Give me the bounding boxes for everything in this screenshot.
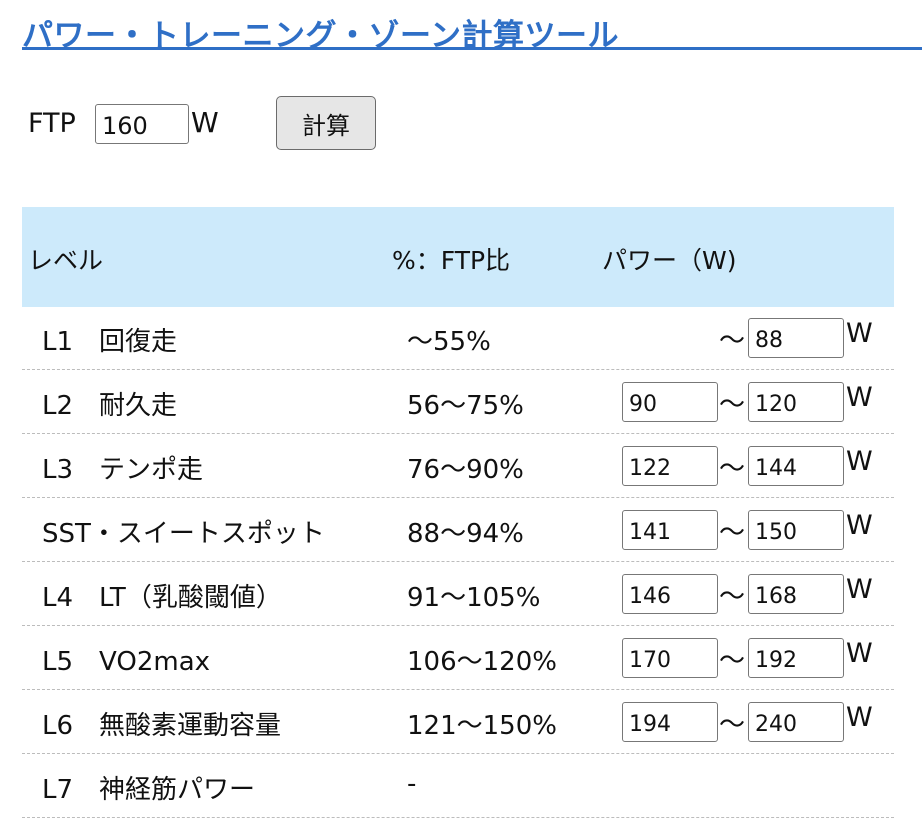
power-min-input[interactable]	[622, 702, 718, 742]
zone-ftp-percent: 106〜120%	[407, 647, 557, 677]
zone-table: レベル %：FTP比 パワー（W) L1 回復走〜55%〜WL2 耐久走56〜7…	[22, 207, 894, 819]
zone-ftp-percent: 56〜75%	[407, 391, 524, 421]
range-tilde: 〜	[719, 646, 746, 676]
zone-ftp-percent: 76〜90%	[407, 455, 524, 485]
page-title-bar: パワー・トレーニング・ゾーン計算ツール	[22, 4, 922, 54]
power-unit: W	[846, 702, 873, 733]
header-ftp-percent: %：FTP比	[392, 246, 511, 275]
range-tilde: 〜	[719, 326, 746, 356]
zone-ftp-percent: 88〜94%	[407, 519, 524, 549]
ftp-label: FTP	[28, 108, 76, 139]
power-unit: W	[846, 446, 873, 477]
zone-power-range: 〜W	[622, 316, 894, 360]
table-row: L7 神経筋パワー -	[22, 755, 894, 818]
zone-level-label: L4 LT（乳酸閾値）	[42, 583, 282, 613]
power-max-input[interactable]	[748, 382, 844, 422]
zone-ftp-percent: 〜55%	[407, 327, 491, 357]
power-max-input[interactable]	[748, 318, 844, 358]
power-min-input[interactable]	[622, 446, 718, 486]
zone-level-label: L6 無酸素運動容量	[42, 711, 282, 741]
power-unit: W	[846, 638, 873, 669]
power-unit: W	[846, 382, 873, 413]
zone-ftp-percent: -	[407, 769, 417, 799]
ftp-form: FTP W 計算	[28, 96, 428, 150]
table-header: レベル %：FTP比 パワー（W)	[22, 207, 894, 307]
zone-level-label: L2 耐久走	[42, 391, 178, 421]
range-tilde: 〜	[719, 454, 746, 484]
zone-ftp-percent: 121〜150%	[407, 711, 557, 741]
ftp-unit: W	[191, 106, 219, 139]
power-max-input[interactable]	[748, 702, 844, 742]
zone-level-label: L5 VO2max	[42, 647, 211, 677]
power-max-input[interactable]	[748, 446, 844, 486]
zone-power-range: 〜W	[622, 508, 894, 552]
range-tilde: 〜	[719, 582, 746, 612]
zone-level-label: L7 神経筋パワー	[42, 775, 256, 805]
header-power: パワー（W)	[602, 246, 737, 275]
header-level: レベル	[28, 246, 104, 275]
zone-power-range: 〜W	[622, 380, 894, 424]
power-min-input[interactable]	[622, 510, 718, 550]
range-tilde: 〜	[719, 710, 746, 740]
zone-power-range: 〜W	[622, 636, 894, 680]
zone-level-label: SST・スイートスポット	[42, 519, 325, 549]
range-tilde: 〜	[719, 390, 746, 420]
zone-level-label: L3 テンポ走	[42, 455, 204, 485]
power-unit: W	[846, 510, 873, 541]
range-tilde: 〜	[719, 518, 746, 548]
power-min-input[interactable]	[622, 574, 718, 614]
zone-power-range: 〜W	[622, 700, 894, 744]
zone-power-range: 〜W	[622, 572, 894, 616]
power-max-input[interactable]	[748, 574, 844, 614]
power-unit: W	[846, 574, 873, 605]
zone-level-label: L1 回復走	[42, 327, 178, 357]
zone-power-range: 〜W	[622, 444, 894, 488]
zone-ftp-percent: 91〜105%	[407, 583, 541, 613]
power-min-input[interactable]	[622, 382, 718, 422]
power-unit: W	[846, 318, 873, 349]
power-max-input[interactable]	[748, 638, 844, 678]
ftp-input[interactable]	[95, 104, 189, 144]
power-min-input[interactable]	[622, 638, 718, 678]
table-row: L1 回復走〜55%〜W	[22, 307, 894, 370]
power-max-input[interactable]	[748, 510, 844, 550]
calculate-button[interactable]: 計算	[276, 96, 376, 150]
page-title: パワー・トレーニング・ゾーン計算ツール	[22, 18, 619, 54]
table-row: L4 LT（乳酸閾値）91〜105%〜W	[22, 563, 894, 626]
